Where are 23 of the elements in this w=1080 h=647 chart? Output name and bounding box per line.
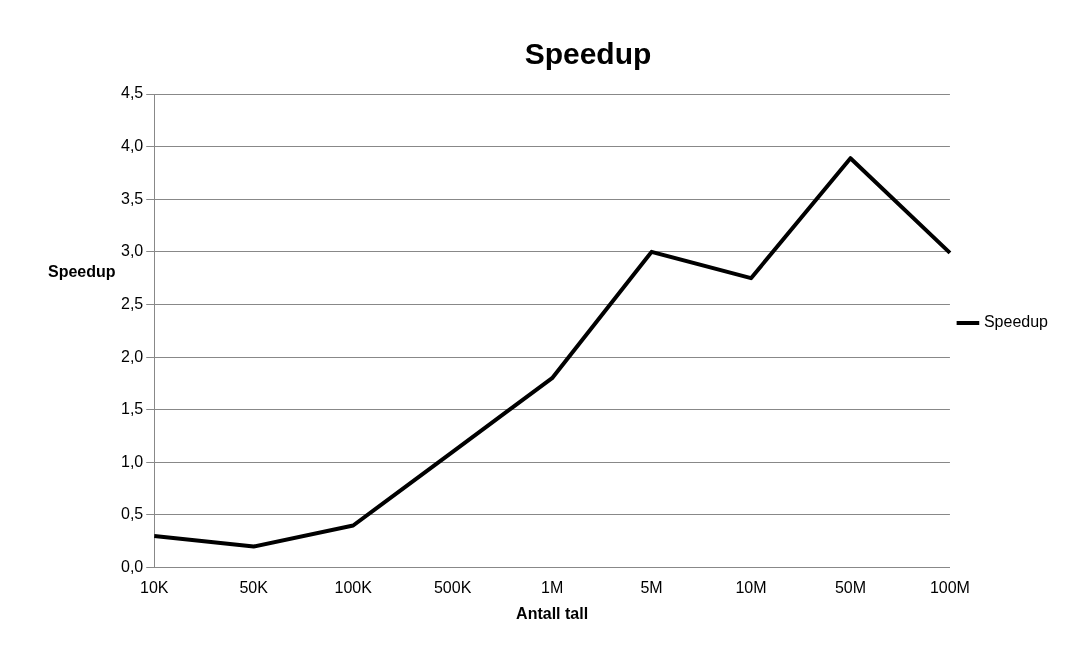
y-tick-label: 0,0 xyxy=(120,558,144,576)
x-tick-label: 10K xyxy=(140,578,169,596)
y-tick-label: 1,0 xyxy=(120,452,144,470)
x-tick-label: 100M xyxy=(929,578,970,596)
y-tick-label: 1,5 xyxy=(120,400,144,418)
x-tick-label: 50K xyxy=(239,578,269,596)
y-tick-label: 3,5 xyxy=(120,189,144,207)
y-tick-label: 4,5 xyxy=(120,84,144,102)
x-tick-label: 50M xyxy=(834,578,867,596)
legend-label: Speedup xyxy=(983,313,1049,331)
x-tick-label: 5M xyxy=(640,578,663,596)
y-tick-label: 2,0 xyxy=(120,347,144,365)
y-axis-title: Speedup xyxy=(48,263,116,281)
y-tick-label: 3,0 xyxy=(120,242,144,260)
x-tick-label: 500K xyxy=(433,578,472,596)
chart-title: Speedup xyxy=(524,37,652,71)
x-tick-label: 1M xyxy=(540,578,564,596)
y-tick-label: 2,5 xyxy=(120,294,144,312)
y-tick-label: 0,5 xyxy=(120,505,144,523)
x-axis-title: Antall tall xyxy=(516,604,589,622)
x-tick-label: 100K xyxy=(334,578,373,596)
x-tick-label: 10M xyxy=(735,578,767,596)
y-tick-label: 4,0 xyxy=(120,137,144,155)
